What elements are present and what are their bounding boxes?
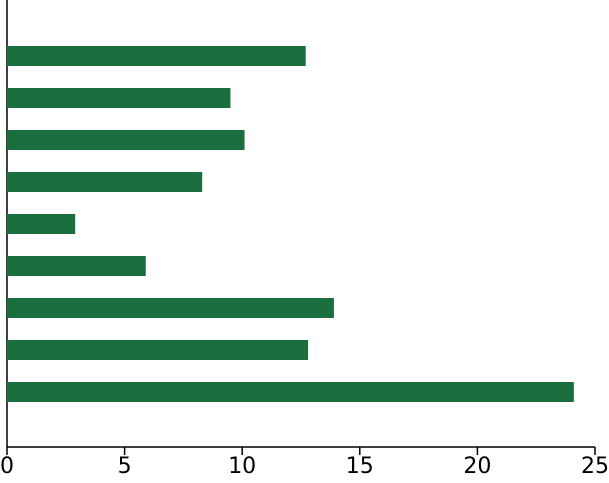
bar	[7, 130, 245, 150]
x-tick-label: 25	[581, 454, 609, 479]
bar	[7, 88, 231, 108]
x-tick-label: 10	[228, 454, 256, 479]
bar	[7, 214, 76, 234]
bar	[7, 46, 306, 66]
bar	[7, 256, 146, 276]
x-tick-label: 5	[118, 454, 132, 479]
x-tick-label: 0	[0, 454, 14, 479]
x-tick-label: 20	[463, 454, 491, 479]
bar	[7, 172, 203, 192]
x-tick-label: 15	[346, 454, 374, 479]
bar	[7, 382, 574, 402]
bar	[7, 298, 334, 318]
bar	[7, 340, 309, 360]
